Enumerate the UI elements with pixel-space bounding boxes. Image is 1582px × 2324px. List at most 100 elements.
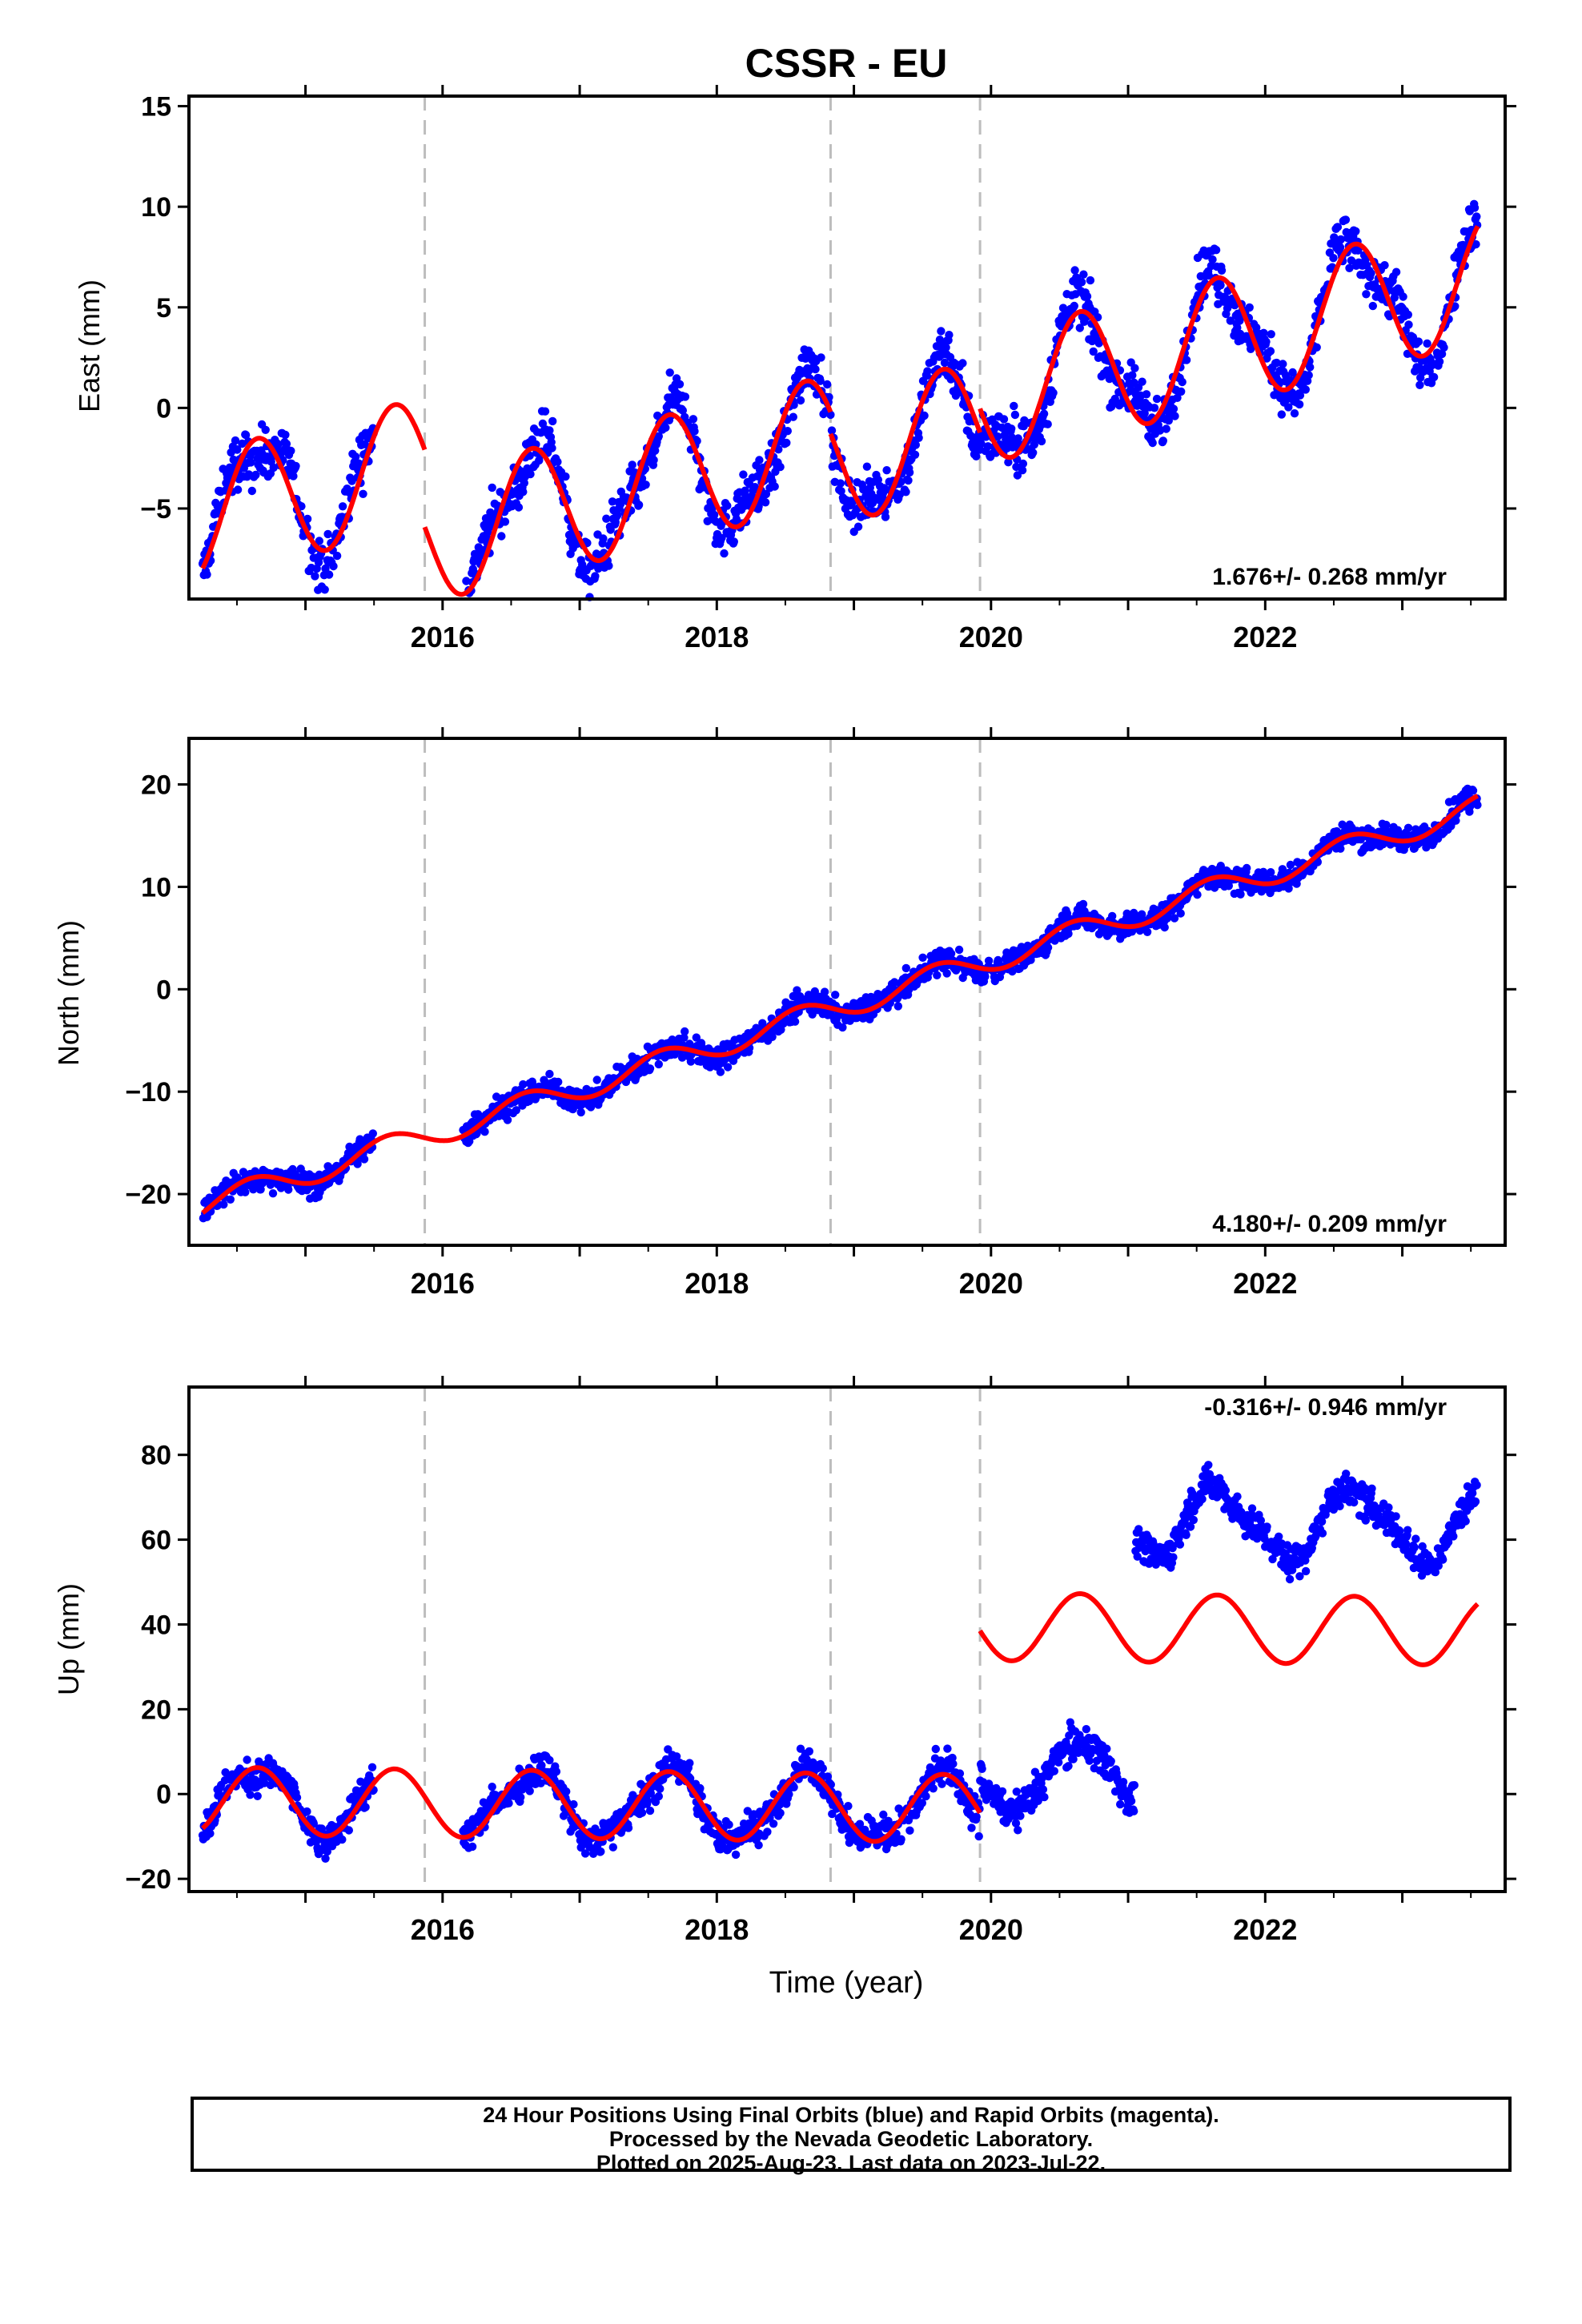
- data-point: [1070, 266, 1079, 275]
- data-point: [741, 486, 749, 495]
- data-point: [1193, 891, 1202, 899]
- data-point: [836, 479, 845, 488]
- data-point: [1004, 458, 1013, 467]
- data-point: [805, 1747, 813, 1756]
- y-axis-label-up: Up (mm): [52, 1583, 85, 1695]
- data-point: [967, 1823, 976, 1832]
- data-point: [1472, 239, 1480, 249]
- plot-frame: [187, 737, 1507, 1247]
- data-point: [545, 426, 554, 435]
- y-tick-label: −5: [140, 494, 171, 525]
- data-point: [1182, 356, 1191, 364]
- data-point: [689, 415, 698, 424]
- data-point: [873, 475, 883, 485]
- data-point: [1014, 1826, 1022, 1835]
- data-point: [1050, 1767, 1059, 1775]
- data-point: [233, 485, 243, 494]
- data-point: [643, 1797, 652, 1806]
- data-point: [1038, 1785, 1048, 1794]
- data-point: [1140, 408, 1149, 418]
- data-point: [338, 502, 347, 511]
- data-point: [368, 1129, 377, 1138]
- panel-up: Up (mm) -0.316+/- 0.946 mm/yr −200204060…: [52, 1376, 1516, 1946]
- data-point: [681, 392, 690, 401]
- data-point: [1367, 269, 1375, 278]
- data-point: [717, 533, 726, 542]
- data-point: [761, 489, 771, 499]
- data-point: [1130, 364, 1139, 372]
- data-point: [284, 1185, 293, 1194]
- data-point: [1204, 271, 1214, 280]
- data-point: [709, 510, 719, 520]
- data-points: [199, 784, 1482, 1223]
- data-point: [923, 367, 932, 376]
- data-point: [608, 1843, 617, 1852]
- data-point: [696, 1783, 705, 1793]
- data-point: [1399, 292, 1407, 301]
- model-curve: [978, 225, 1480, 460]
- data-point: [1016, 1811, 1025, 1820]
- data-point: [1082, 292, 1092, 301]
- data-point: [321, 1854, 330, 1863]
- data-point: [920, 411, 929, 420]
- data-point: [1126, 1796, 1136, 1806]
- data-point: [324, 570, 334, 579]
- data-point: [1082, 1725, 1091, 1734]
- data-point: [1102, 1744, 1111, 1753]
- data-point: [1138, 377, 1146, 386]
- data-point: [1290, 409, 1299, 418]
- data-point: [1470, 203, 1480, 212]
- data-point: [353, 1160, 362, 1168]
- data-point: [545, 1069, 554, 1079]
- data-point: [480, 1128, 489, 1136]
- data-point: [1266, 347, 1275, 356]
- y-tick-label: 0: [156, 975, 171, 1005]
- data-point: [769, 1819, 778, 1828]
- data-point: [1211, 246, 1221, 255]
- data-point: [918, 953, 927, 963]
- data-point: [488, 1783, 496, 1791]
- data-point: [591, 572, 600, 581]
- data-point: [561, 472, 570, 481]
- data-point: [782, 438, 791, 448]
- data-point: [526, 469, 535, 479]
- data-point: [844, 1802, 853, 1811]
- data-point: [1380, 261, 1389, 270]
- data-point: [238, 439, 247, 448]
- data-point: [1329, 254, 1338, 263]
- x-tick-label: 2018: [685, 621, 749, 653]
- data-point: [1173, 393, 1182, 402]
- data-point: [596, 1847, 605, 1856]
- data-point: [1216, 281, 1225, 290]
- data-point: [602, 514, 611, 523]
- data-point: [320, 585, 329, 594]
- data-point: [289, 472, 298, 480]
- data-point: [796, 396, 805, 405]
- data-point: [1333, 223, 1343, 231]
- data-point: [1285, 1574, 1295, 1584]
- data-point: [901, 488, 910, 497]
- data-point: [1130, 1807, 1138, 1815]
- data-point: [554, 1077, 563, 1087]
- data-point: [940, 358, 950, 368]
- data-point: [750, 483, 760, 492]
- y-axis-label-north: North (mm): [52, 920, 85, 1066]
- data-point: [1208, 255, 1217, 264]
- data-point: [1148, 438, 1157, 448]
- x-tick-label: 2022: [1233, 1267, 1297, 1300]
- data-point: [910, 450, 920, 459]
- model-curve: [200, 402, 428, 570]
- x-tick-label: 2022: [1233, 621, 1297, 653]
- data-point: [661, 423, 670, 432]
- data-point: [1472, 212, 1481, 221]
- data-point: [1043, 943, 1053, 952]
- data-point: [929, 1784, 938, 1793]
- data-point: [241, 1188, 250, 1196]
- data-point: [1198, 1494, 1207, 1504]
- data-point: [942, 969, 951, 978]
- data-point: [1018, 459, 1028, 468]
- data-point: [359, 1155, 369, 1164]
- y-tick-label: 5: [156, 293, 171, 324]
- data-point: [503, 1116, 512, 1124]
- data-point: [1106, 1757, 1115, 1766]
